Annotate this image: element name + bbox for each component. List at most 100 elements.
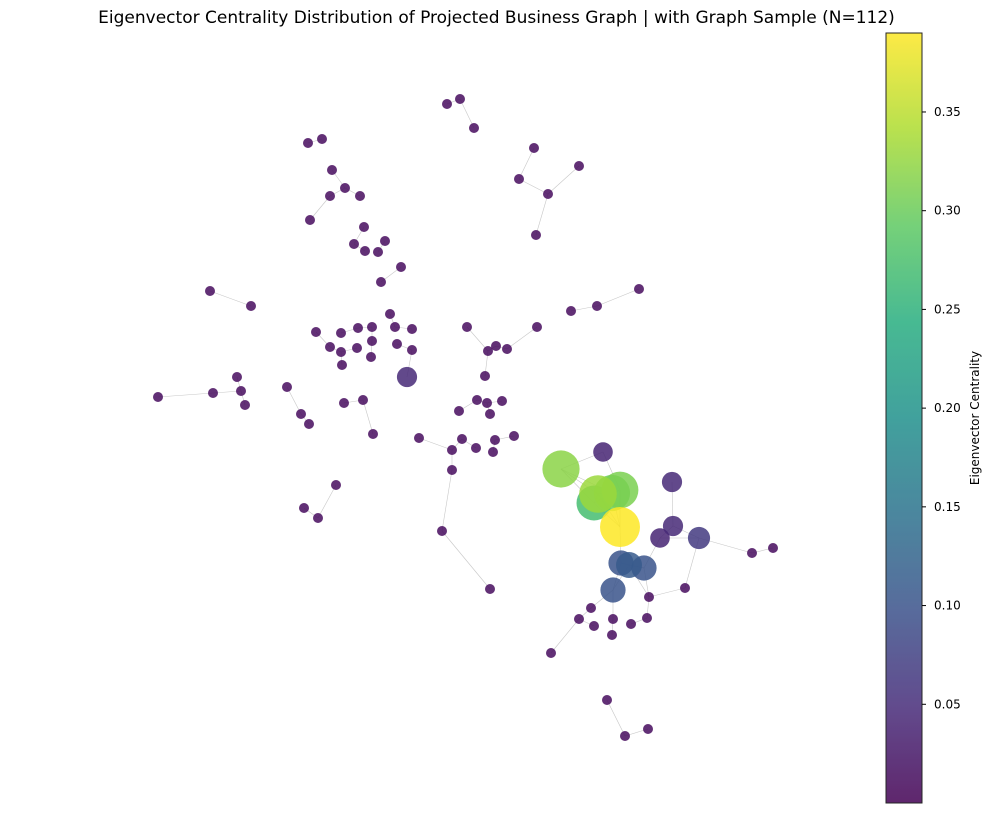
graph-node (532, 322, 542, 332)
graph-node (483, 346, 493, 356)
graph-node (644, 592, 654, 602)
graph-node (313, 513, 323, 523)
graph-node (208, 388, 218, 398)
graph-node (497, 396, 507, 406)
colorbar-tick-label: 0.35 (934, 105, 961, 119)
graph-edge (518, 147, 535, 180)
graph-node (325, 191, 335, 201)
graph-node (407, 345, 417, 355)
graph-node (642, 613, 652, 623)
graph-node (447, 465, 457, 475)
graph-edge (157, 392, 214, 398)
graph-node (509, 431, 519, 441)
graph-node (485, 584, 495, 594)
graph-node (376, 277, 386, 287)
graph-node (491, 341, 501, 351)
graph-node (327, 165, 337, 175)
colorbar-tick-label: 0.10 (934, 599, 961, 613)
graph-node (485, 409, 495, 419)
graph-node (437, 526, 447, 536)
graph-node (311, 327, 321, 337)
graph-node (600, 507, 640, 547)
graph-node (600, 577, 626, 603)
graph-node (442, 99, 452, 109)
graph-node (358, 395, 368, 405)
graph-edge (441, 469, 453, 532)
graph-node (480, 371, 490, 381)
graph-node (457, 434, 467, 444)
graph-edge (606, 699, 626, 737)
graph-node (205, 286, 215, 296)
graph-node (680, 583, 690, 593)
graph-node (607, 630, 617, 640)
graph-node (768, 543, 778, 553)
graph-node (331, 480, 341, 490)
graph-edge (547, 165, 580, 195)
graph-node (367, 336, 377, 346)
graph-node (299, 503, 309, 513)
graph-node (566, 306, 576, 316)
colorbar-ticks: 0.05 0.10 0.15 0.20 0.25 0.30 0.35 (922, 105, 961, 711)
graph-node (747, 548, 757, 558)
graph-edge (362, 399, 374, 435)
graph-node (634, 284, 644, 294)
graph-node (305, 215, 315, 225)
graph-node (482, 398, 492, 408)
graph-edge (648, 587, 686, 598)
colorbar-tick-label: 0.05 (934, 697, 961, 711)
graph-edge (286, 386, 302, 415)
graph-node (490, 435, 500, 445)
graph-node (471, 443, 481, 453)
graph-node (368, 429, 378, 439)
graph-node (153, 392, 163, 402)
graph-node (592, 301, 602, 311)
colorbar: 0.05 0.10 0.15 0.20 0.25 0.30 0.35 Eigenvector… (885, 32, 982, 804)
graph-node (586, 603, 596, 613)
graph-node (574, 614, 584, 624)
graph-node (593, 442, 613, 462)
graph-node (336, 328, 346, 338)
colorbar-tick-label: 0.30 (934, 204, 961, 218)
graph-node (514, 174, 524, 184)
graph-node (687, 526, 711, 550)
graph-node (390, 322, 400, 332)
graph-node (232, 372, 242, 382)
graph-node (282, 382, 292, 392)
graph-node (661, 471, 683, 493)
graph-node (589, 621, 599, 631)
colorbar-tick-label: 0.25 (934, 302, 961, 316)
graph-node (303, 138, 313, 148)
graph-node (543, 189, 553, 199)
graph-edge (418, 437, 453, 451)
colorbar-tick-label: 0.15 (934, 500, 961, 514)
graph-edge (209, 290, 252, 307)
graph-edge (441, 530, 491, 590)
graph-node (392, 339, 402, 349)
graph-node (542, 450, 580, 488)
graph-node (360, 246, 370, 256)
graph-node (608, 614, 618, 624)
graph-edge (466, 326, 489, 352)
node-layer (153, 94, 778, 741)
graph-node (340, 183, 350, 193)
graph-node (352, 343, 362, 353)
graph-node (531, 230, 541, 240)
graph-node (472, 395, 482, 405)
graph-node (304, 419, 314, 429)
graph-edge (518, 178, 549, 195)
graph-node (455, 94, 465, 104)
graph-edge (596, 288, 640, 307)
colorbar-label: Eigenvector Centrality (968, 351, 982, 485)
graph-node (359, 222, 369, 232)
graph-node (353, 323, 363, 333)
graph-edge (506, 326, 538, 350)
graph-node (602, 695, 612, 705)
graph-node (339, 398, 349, 408)
chart-title: Eigenvector Centrality Distribution of P… (98, 8, 895, 28)
graph-edge (550, 618, 580, 654)
graph-node (579, 475, 617, 513)
graph-node (643, 724, 653, 734)
graph-node (414, 433, 424, 443)
